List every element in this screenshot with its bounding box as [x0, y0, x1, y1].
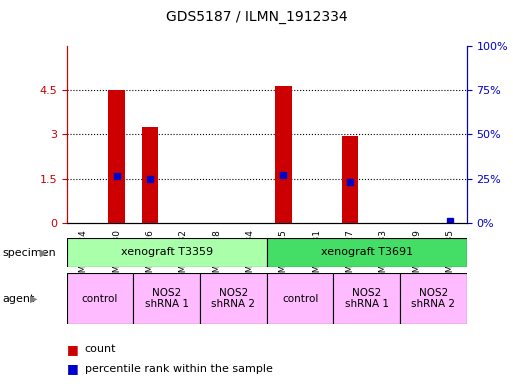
- Bar: [67, 273, 133, 324]
- Text: NOS2
shRNA 1: NOS2 shRNA 1: [345, 288, 389, 310]
- Bar: [133, 273, 200, 324]
- Text: ■: ■: [67, 362, 78, 375]
- Bar: [342, 136, 359, 223]
- Text: NOS2
shRNA 2: NOS2 shRNA 2: [411, 288, 456, 310]
- Bar: [142, 127, 159, 223]
- Bar: [267, 273, 333, 324]
- Bar: [275, 86, 292, 223]
- Text: NOS2
shRNA 1: NOS2 shRNA 1: [145, 288, 189, 310]
- Bar: [67, 238, 267, 267]
- Bar: [400, 273, 467, 324]
- Bar: [108, 90, 125, 223]
- Text: count: count: [85, 344, 116, 354]
- Bar: [267, 238, 467, 267]
- Text: percentile rank within the sample: percentile rank within the sample: [85, 364, 272, 374]
- Text: control: control: [282, 293, 318, 304]
- Text: agent: agent: [3, 294, 35, 304]
- Text: xenograft T3691: xenograft T3691: [321, 247, 413, 258]
- Text: ■: ■: [67, 343, 78, 356]
- Bar: [200, 273, 267, 324]
- Text: ▶: ▶: [30, 294, 37, 304]
- Text: specimen: specimen: [3, 248, 56, 258]
- Text: GDS5187 / ILMN_1912334: GDS5187 / ILMN_1912334: [166, 10, 347, 23]
- Text: ▶: ▶: [40, 248, 48, 258]
- Text: control: control: [82, 293, 118, 304]
- Bar: [333, 273, 400, 324]
- Text: NOS2
shRNA 2: NOS2 shRNA 2: [211, 288, 255, 310]
- Text: xenograft T3359: xenograft T3359: [121, 247, 213, 258]
